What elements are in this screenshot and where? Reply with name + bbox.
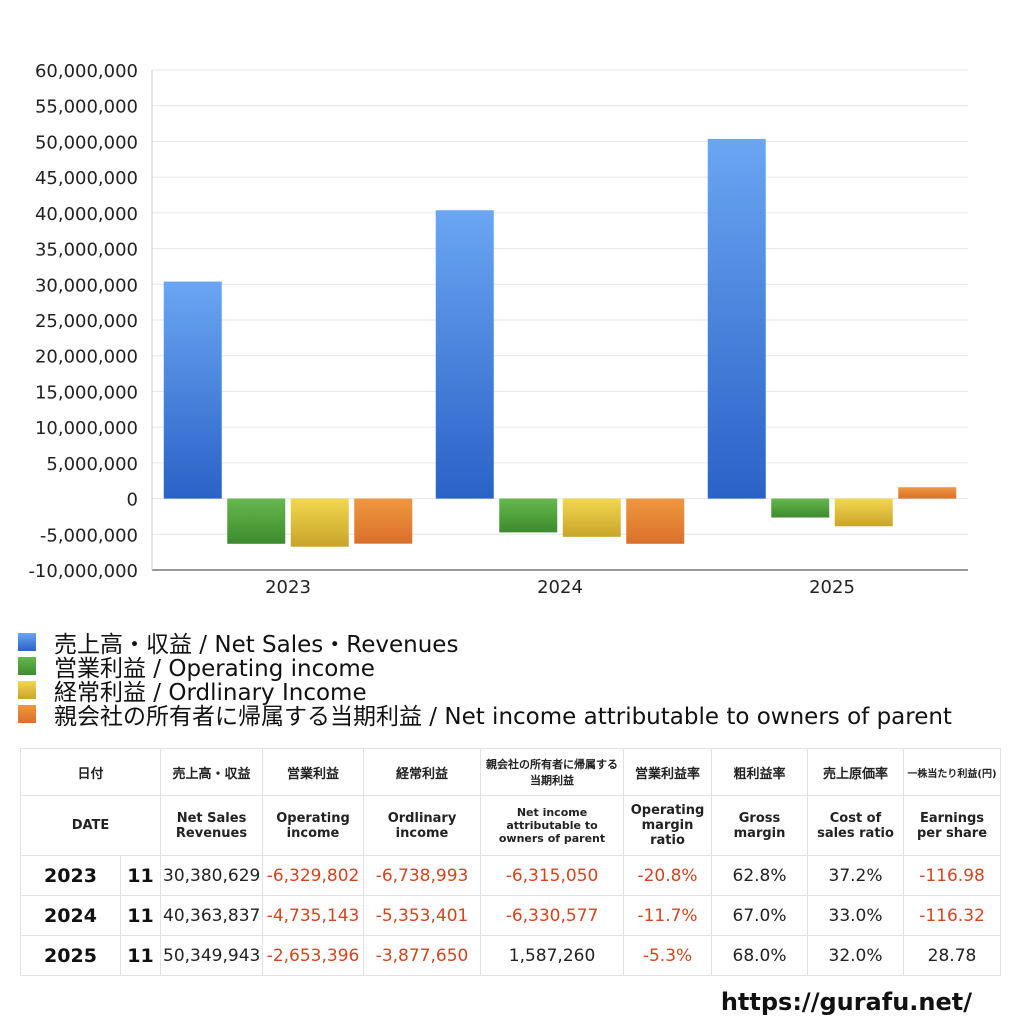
header-gm-en: Gross margin xyxy=(711,795,809,856)
bar-net-2023 xyxy=(354,498,413,544)
header-ord-en: Ordlinary income xyxy=(363,795,482,856)
legend-swatch-net xyxy=(18,705,36,723)
y-tick-label: 0 xyxy=(127,490,138,511)
cell-op: -4,735,143 xyxy=(262,895,365,936)
header-date-jp: 日付 xyxy=(19,748,162,796)
cell-cos: 32.0% xyxy=(807,935,905,976)
cell-opm: -5.3% xyxy=(623,935,713,976)
cell-year: 2023 xyxy=(20,855,121,896)
cell-op: -2,653,396 xyxy=(262,935,365,976)
bar-chart: 60,000,000 55,000,000 50,000,000 45,000,000… xyxy=(28,61,968,598)
y-tick-label: 50,000,000 xyxy=(35,132,138,153)
header-op-en: Operating income xyxy=(262,795,365,856)
header-gm-jp: 粗利益率 xyxy=(711,748,809,796)
cell-gm: 68.0% xyxy=(711,935,809,976)
cell-ord: -3,877,650 xyxy=(363,935,482,976)
cell-month: 11 xyxy=(119,895,162,936)
y-tick-label: -10,000,000 xyxy=(28,561,138,582)
header-sales-en: Net Sales Revenues xyxy=(160,795,264,856)
cell-ord: -6,738,993 xyxy=(363,855,482,896)
legend-item-ordinary: 経常利益 / Ordlinary Income xyxy=(18,678,952,706)
y-tick-label: 60,000,000 xyxy=(35,61,138,82)
cell-net: -6,315,050 xyxy=(480,855,625,896)
header-opm-en: Operating margin ratio xyxy=(623,795,713,856)
cell-year: 2024 xyxy=(20,895,121,936)
cell-sales: 50,349,943 xyxy=(160,935,264,976)
y-tick-label: 20,000,000 xyxy=(35,347,138,368)
bar-net-2024 xyxy=(626,498,685,544)
legend-item-net: 親会社の所有者に帰属する当期利益 / Net income attributab… xyxy=(18,702,952,730)
cell-eps: 28.78 xyxy=(903,935,1002,976)
y-tick-label: 5,000,000 xyxy=(46,454,138,475)
legend-item-sales: 売上高・収益 / Net Sales・Revenues xyxy=(18,630,952,658)
header-op-jp: 営業利益 xyxy=(262,748,365,796)
bar-operating-2025 xyxy=(771,498,830,518)
cell-ord: -5,353,401 xyxy=(363,895,482,936)
header-cos-en: Cost of sales ratio xyxy=(807,795,905,856)
cell-eps: -116.32 xyxy=(903,895,1002,936)
bar-sales-2023 xyxy=(163,281,222,499)
legend-label-ordinary: 経常利益 / Ordlinary Income xyxy=(54,680,367,706)
site-url[interactable]: https://gurafu.net/ xyxy=(720,988,972,1016)
cell-sales: 40,363,837 xyxy=(160,895,264,936)
cell-gm: 67.0% xyxy=(711,895,809,936)
cell-opm: -11.7% xyxy=(623,895,713,936)
header-cos-jp: 売上原価率 xyxy=(807,748,905,796)
bar-operating-2024 xyxy=(499,498,558,533)
cell-op: -6,329,802 xyxy=(262,855,365,896)
x-tick-label: 2023 xyxy=(265,577,311,598)
bar-operating-2023 xyxy=(227,498,286,544)
table-row: 2023 11 30,380,629 -6,329,802 -6,738,993… xyxy=(20,855,1002,896)
header-net-en: Net income attributable to owners of par… xyxy=(480,795,625,856)
bar-ordinary-2023 xyxy=(290,498,349,547)
y-tick-label: 35,000,000 xyxy=(35,240,138,261)
y-tick-label: 10,000,000 xyxy=(35,418,138,439)
legend-label-sales: 売上高・収益 / Net Sales・Revenues xyxy=(54,632,459,658)
cell-net: -6,330,577 xyxy=(480,895,625,936)
y-tick-label: 45,000,000 xyxy=(35,168,138,189)
header-sales-jp: 売上高・収益 xyxy=(160,748,264,796)
cell-opm: -20.8% xyxy=(623,855,713,896)
y-tick-label: 40,000,000 xyxy=(35,204,138,225)
header-ord-jp: 経常利益 xyxy=(363,748,482,796)
y-tick-label: 55,000,000 xyxy=(35,97,138,118)
legend-swatch-sales xyxy=(18,633,36,651)
cell-cos: 33.0% xyxy=(807,895,905,936)
legend-label-operating: 営業利益 / Operating income xyxy=(54,656,375,682)
x-tick-label: 2025 xyxy=(809,577,855,598)
y-tick-label: -5,000,000 xyxy=(40,525,138,546)
cell-eps: -116.98 xyxy=(903,855,1002,896)
header-net-jp: 親会社の所有者に帰属する当期利益 xyxy=(480,748,625,796)
y-tick-label: 15,000,000 xyxy=(35,382,138,403)
legend-label-net: 親会社の所有者に帰属する当期利益 / Net income attributab… xyxy=(54,704,952,730)
table-header-en: DATE Net Sales Revenues Operating income… xyxy=(19,795,1002,856)
header-eps-en: Earnings per share xyxy=(903,795,1002,856)
legend-item-operating: 営業利益 / Operating income xyxy=(18,654,952,682)
header-date-en: DATE xyxy=(19,795,162,856)
table-header-jp: 日付 売上高・収益 営業利益 経常利益 親会社の所有者に帰属する当期利益 営業利… xyxy=(19,748,1002,796)
cell-year: 2025 xyxy=(20,935,121,976)
legend-swatch-operating xyxy=(18,657,36,675)
y-tick-label: 30,000,000 xyxy=(35,275,138,296)
header-opm-jp: 営業利益率 xyxy=(623,748,713,796)
cell-gm: 62.8% xyxy=(711,855,809,896)
cell-month: 11 xyxy=(119,855,162,896)
legend-swatch-ordinary xyxy=(18,681,36,699)
bar-sales-2024 xyxy=(435,210,494,499)
table-row: 2025 11 50,349,943 -2,653,396 -3,877,650… xyxy=(20,935,1002,976)
cell-cos: 37.2% xyxy=(807,855,905,896)
legend: 売上高・収益 / Net Sales・Revenues 営業利益 / Opera… xyxy=(18,630,952,730)
bar-ordinary-2024 xyxy=(562,498,621,537)
bar-net-2025 xyxy=(898,487,957,499)
table-row: 2024 11 40,363,837 -4,735,143 -5,353,401… xyxy=(20,895,1002,936)
x-tick-label: 2024 xyxy=(537,577,583,598)
bar-ordinary-2025 xyxy=(834,498,893,527)
financial-table: 日付 売上高・収益 営業利益 経常利益 親会社の所有者に帰属する当期利益 営業利… xyxy=(19,748,1002,976)
y-tick-label: 25,000,000 xyxy=(35,311,138,332)
cell-month: 11 xyxy=(119,935,162,976)
cell-net: 1,587,260 xyxy=(480,935,625,976)
header-eps-jp: 一株当たり利益(円) xyxy=(903,748,1002,796)
bar-sales-2025 xyxy=(707,138,766,499)
cell-sales: 30,380,629 xyxy=(160,855,264,896)
